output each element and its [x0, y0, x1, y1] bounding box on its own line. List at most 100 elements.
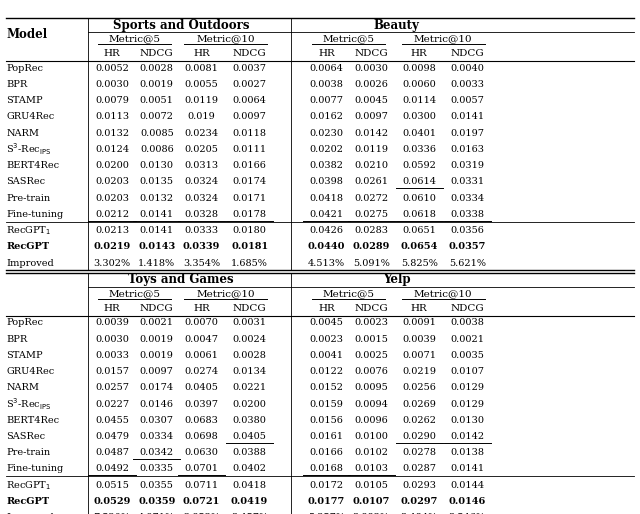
Text: 0.0200: 0.0200	[95, 161, 129, 170]
Text: 3.457%: 3.457%	[231, 513, 268, 514]
Text: 0.0119: 0.0119	[354, 145, 388, 154]
Text: 0.0698: 0.0698	[185, 432, 218, 441]
Text: 0.0168: 0.0168	[310, 465, 343, 473]
Text: 1.418%: 1.418%	[138, 259, 175, 268]
Text: 0.0388: 0.0388	[233, 448, 266, 457]
Text: Metric@5: Metric@5	[108, 34, 161, 44]
Text: 0.0097: 0.0097	[140, 367, 173, 376]
Text: 0.0203: 0.0203	[95, 194, 129, 203]
Text: 0.0152: 0.0152	[309, 383, 344, 392]
Text: 3.302%: 3.302%	[93, 259, 131, 268]
Text: STAMP: STAMP	[6, 96, 43, 105]
Text: HR: HR	[193, 49, 210, 58]
Text: 0.0397: 0.0397	[184, 399, 219, 409]
Text: 0.0098: 0.0098	[403, 64, 436, 73]
Text: 0.0200: 0.0200	[233, 399, 266, 409]
Text: 0.0405: 0.0405	[233, 432, 266, 441]
Text: 0.0161: 0.0161	[309, 432, 344, 441]
Text: 0.0300: 0.0300	[403, 113, 436, 121]
Text: 0.0402: 0.0402	[232, 465, 267, 473]
Text: PopRec: PopRec	[6, 318, 44, 327]
Text: 0.0357: 0.0357	[449, 243, 486, 251]
Text: 5.621%: 5.621%	[449, 259, 486, 268]
Text: RecGPT: RecGPT	[6, 497, 49, 506]
Text: 0.0319: 0.0319	[450, 161, 484, 170]
Text: Yelp: Yelp	[383, 273, 411, 286]
Text: 0.0107: 0.0107	[450, 367, 484, 376]
Text: 0.0283: 0.0283	[354, 226, 388, 235]
Text: 0.0031: 0.0031	[232, 318, 267, 327]
Text: 0.0181: 0.0181	[231, 243, 268, 251]
Text: 0.0163: 0.0163	[450, 145, 484, 154]
Text: SASRec: SASRec	[6, 177, 45, 187]
Text: 5.091%: 5.091%	[353, 259, 390, 268]
Text: 0.0418: 0.0418	[309, 194, 344, 203]
Text: 0.0111: 0.0111	[232, 145, 267, 154]
Text: BERT4Rec: BERT4Rec	[6, 161, 60, 170]
Text: 0.0019: 0.0019	[140, 80, 173, 89]
Text: 0.0256: 0.0256	[403, 383, 436, 392]
Text: 0.0630: 0.0630	[185, 448, 218, 457]
Text: 0.0038: 0.0038	[451, 318, 484, 327]
Text: 0.0166: 0.0166	[233, 161, 266, 170]
Text: 0.0721: 0.0721	[183, 497, 220, 506]
Text: HR: HR	[411, 49, 428, 58]
Text: STAMP: STAMP	[6, 351, 43, 360]
Text: 0.0079: 0.0079	[95, 96, 129, 105]
Text: 0.0359: 0.0359	[138, 497, 175, 506]
Text: 0.0213: 0.0213	[95, 226, 129, 235]
Text: 0.0060: 0.0060	[403, 80, 436, 89]
Text: 0.0212: 0.0212	[95, 210, 129, 219]
Text: 5.825%: 5.825%	[401, 259, 438, 268]
Text: 0.0297: 0.0297	[401, 497, 438, 506]
Text: NARM: NARM	[6, 128, 40, 138]
Text: 0.0021: 0.0021	[450, 335, 484, 343]
Text: S$^3$-Rec$_{\mathrm{IPS}}$: S$^3$-Rec$_{\mathrm{IPS}}$	[6, 396, 52, 412]
Text: 0.0440: 0.0440	[308, 243, 345, 251]
Text: 0.0102: 0.0102	[354, 448, 388, 457]
Text: 0.0426: 0.0426	[309, 226, 344, 235]
Text: 0.0701: 0.0701	[184, 465, 219, 473]
Text: RecGPT$_1$: RecGPT$_1$	[6, 479, 52, 491]
Text: 0.0272: 0.0272	[354, 194, 388, 203]
Text: 0.0398: 0.0398	[310, 177, 343, 187]
Text: Pre-train: Pre-train	[6, 194, 51, 203]
Text: 0.0097: 0.0097	[233, 113, 266, 121]
Text: NDCG: NDCG	[233, 304, 266, 313]
Text: 0.0107: 0.0107	[353, 497, 390, 506]
Text: 0.0103: 0.0103	[354, 465, 388, 473]
Text: Fine-tuning: Fine-tuning	[6, 210, 63, 219]
Text: 0.0118: 0.0118	[232, 128, 267, 138]
Text: 0.0045: 0.0045	[355, 96, 388, 105]
Text: 0.0307: 0.0307	[140, 416, 174, 425]
Text: 0.0227: 0.0227	[95, 399, 129, 409]
Text: 0.0132: 0.0132	[95, 128, 129, 138]
Text: 0.0027: 0.0027	[232, 80, 267, 89]
Text: 0.0134: 0.0134	[232, 367, 267, 376]
Text: 0.0021: 0.0021	[140, 318, 174, 327]
Text: 0.0047: 0.0047	[184, 335, 219, 343]
Text: 0.0202: 0.0202	[309, 145, 344, 154]
Text: 0.0030: 0.0030	[355, 64, 388, 73]
Text: 3.883%: 3.883%	[353, 513, 390, 514]
Text: 0.0356: 0.0356	[451, 226, 484, 235]
Text: 0.0355: 0.0355	[140, 481, 173, 490]
Text: 0.0334: 0.0334	[140, 432, 174, 441]
Text: 0.0405: 0.0405	[185, 383, 218, 392]
Text: NARM: NARM	[6, 383, 40, 392]
Text: 0.0262: 0.0262	[402, 416, 436, 425]
Text: 0.0711: 0.0711	[184, 481, 219, 490]
Text: 0.0129: 0.0129	[450, 399, 484, 409]
Text: 0.0097: 0.0097	[355, 113, 388, 121]
Text: 0.0479: 0.0479	[95, 432, 129, 441]
Text: 0.0037: 0.0037	[232, 64, 267, 73]
Text: 0.019: 0.019	[188, 113, 216, 121]
Text: Metric@5: Metric@5	[323, 289, 375, 298]
Text: 0.0070: 0.0070	[185, 318, 218, 327]
Text: 0.0026: 0.0026	[355, 80, 388, 89]
Text: 5.357%: 5.357%	[308, 513, 345, 514]
Text: 0.0055: 0.0055	[185, 80, 218, 89]
Text: 0.0336: 0.0336	[402, 145, 436, 154]
Text: NDCG: NDCG	[355, 304, 388, 313]
Text: 0.0342: 0.0342	[140, 448, 174, 457]
